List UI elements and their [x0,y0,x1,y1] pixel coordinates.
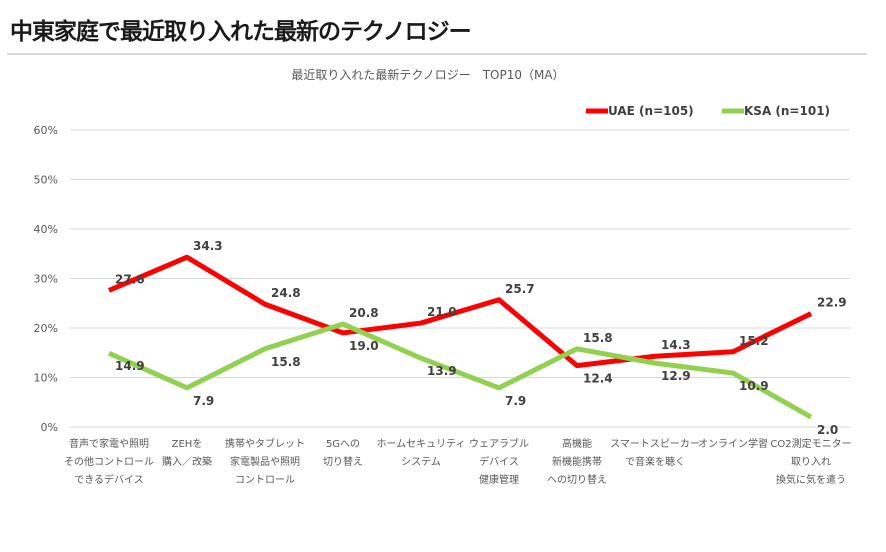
y-tick-label: 50% [34,174,58,187]
x-tick-label: 換気に気を遣う [776,473,846,486]
data-label: 21.0 [427,305,457,319]
data-label: 22.9 [817,296,847,310]
y-tick-label: 20% [34,322,58,335]
data-label: 25.7 [505,282,535,296]
data-label: 12.4 [583,372,613,386]
data-label: 14.9 [115,359,145,373]
x-tick-label: できるデバイス [74,473,144,486]
data-label: 27.6 [115,272,145,286]
x-tick-label: ホームセキュリティ [376,438,465,450]
x-tick-label: 高機能 [562,437,592,450]
data-label: 24.8 [271,286,301,300]
data-label: 20.8 [349,306,379,320]
x-tick-label: システム [401,456,441,468]
x-tick-label: デバイス [479,455,519,468]
series-line-uae [108,254,813,369]
x-tick-label: で音楽を聴く [625,455,685,468]
x-tick-label: その他コントロール [64,455,154,468]
data-label: 13.9 [427,364,457,378]
data-label: 19.0 [349,339,379,353]
x-tick-label: への切り替え [547,473,607,486]
data-label: 2.0 [817,423,838,437]
x-tick-label: 購入／改築 [162,455,212,468]
data-label: 15.2 [739,334,769,348]
data-label: 10.9 [739,379,769,393]
x-tick-label: ZEHを [172,438,203,450]
x-tick-label: 健康管理 [479,473,519,486]
title-divider [7,53,867,55]
y-tick-label: 60% [34,124,58,137]
chart-title: 最近取り入れた最新テクノロジー TOP10（MA） [291,67,564,82]
data-label: 15.8 [583,331,613,345]
data-label: 7.9 [505,394,526,408]
x-tick-label: 携帯やタブレット [225,437,305,450]
data-label: 34.3 [193,239,223,253]
data-label: 7.9 [193,394,214,408]
x-tick-label: 取り入れ [791,456,831,468]
legend-label: UAE (n=105) [608,104,694,118]
y-tick-label: 0% [41,421,58,434]
data-label: 14.3 [661,338,691,352]
x-tick-label: コントロール [235,475,295,486]
series-line-ksa [107,321,813,420]
x-tick-label: オンライン学習 [698,437,768,450]
x-tick-label: スマートスピーカー [610,438,700,450]
data-label: 15.8 [271,355,301,369]
x-tick-label: 家電製品や照明 [230,455,300,468]
y-tick-label: 30% [34,273,58,286]
x-tick-label: 音声で家電や照明 [69,437,149,450]
data-label: 12.9 [661,369,691,383]
x-tick-label: 切り替え [323,455,363,468]
x-tick-label: 5Gへの [326,439,360,450]
y-tick-label: 40% [34,223,58,236]
legend-label: KSA (n=101) [744,104,830,118]
x-tick-label: CO2測定モニター [770,437,851,450]
y-tick-label: 10% [34,372,58,385]
x-tick-label: ウェアラブル [469,437,529,450]
x-tick-label: 新機能携帯 [552,455,602,468]
page-title: 中東家庭で最近取り入れた最新のテクノロジー [10,19,472,45]
